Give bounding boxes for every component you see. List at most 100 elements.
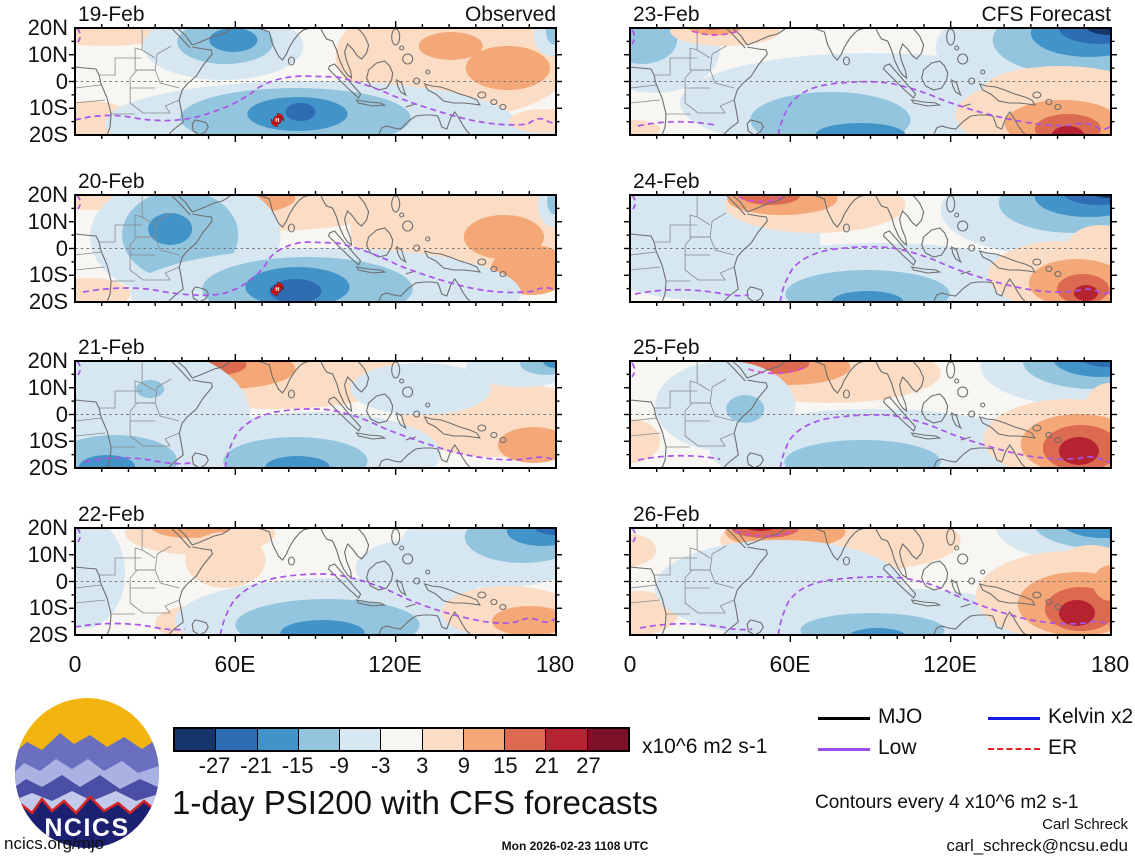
low-contour — [631, 362, 636, 378]
panel-field: H — [75, 195, 556, 302]
country-borders — [630, 28, 735, 115]
low-contour — [224, 408, 556, 468]
colorbar-cell — [380, 729, 422, 750]
low-contour — [75, 75, 556, 126]
colorbar-cell — [586, 729, 628, 750]
figure-title: 1-day PSI200 with CFS forecasts — [172, 784, 659, 821]
site-link[interactable]: ncics.org/mjo — [4, 834, 105, 853]
colorbar-tick-label: 15 — [493, 753, 518, 778]
low-contour — [747, 365, 809, 375]
colorbar-cell — [175, 729, 216, 750]
colorbar-tick-label: -9 — [329, 753, 349, 778]
panel-map-25-Feb — [623, 354, 1118, 475]
colorbar-tick-label: 27 — [576, 753, 601, 778]
panel-border — [628, 27, 1113, 136]
svg-text:H: H — [275, 118, 279, 124]
tropical-cyclone-icon: H — [271, 113, 284, 127]
lon-label-120E: 120E — [368, 651, 422, 677]
country-borders — [630, 361, 735, 448]
panel-field — [75, 361, 556, 468]
low-contour — [777, 80, 1111, 135]
panel-map-26-Feb — [623, 521, 1118, 642]
panel-date-21-Feb: 21-Feb — [78, 336, 145, 359]
lon-label-180: 180 — [1090, 651, 1130, 677]
panel-border — [628, 194, 1113, 303]
low-contour — [779, 414, 1111, 468]
panel-date-20-Feb: 20-Feb — [78, 170, 145, 193]
country-borders — [75, 528, 180, 615]
panel-field: H — [75, 28, 556, 135]
low-contour — [84, 456, 191, 465]
panel-border — [628, 527, 1113, 636]
legend-line-low — [818, 748, 870, 751]
lon-label-120E: 120E — [923, 651, 977, 677]
coastlines — [630, 28, 1062, 135]
lat-label-20S: 20S — [28, 455, 68, 480]
colorbar — [173, 727, 630, 752]
low-contour — [76, 28, 82, 43]
panel-border — [73, 27, 558, 136]
low-contour — [634, 288, 749, 297]
panel-map-22-Feb — [68, 521, 563, 642]
colorbar-tick-label: 21 — [534, 753, 560, 778]
lat-label-20N: 20N — [27, 182, 68, 207]
coastlines — [75, 195, 507, 302]
lat-label-20N: 20N — [27, 348, 68, 373]
country-borders — [75, 195, 180, 282]
colorbar-cell — [545, 729, 587, 750]
colorbar-cell — [256, 729, 298, 750]
country-borders — [75, 28, 180, 115]
colorbar-tick-label: -3 — [370, 753, 391, 778]
panel-field — [630, 528, 1111, 635]
lat-label-20S: 20S — [28, 122, 68, 147]
low-contour — [637, 120, 716, 127]
colorbar-units-label: x10^6 m2 s-1 — [642, 735, 768, 758]
colorbar-cell — [339, 729, 381, 750]
tropical-cyclone-icon: H — [271, 282, 284, 296]
author-credit: Carl Schreck — [1042, 816, 1128, 833]
colorbar-tick-label: -27 — [198, 753, 231, 778]
panel-date-25-Feb: 25-Feb — [633, 336, 700, 359]
lon-label-0: 0 — [623, 651, 637, 677]
panel-corner-label: Observed — [464, 3, 556, 26]
low-contour — [637, 454, 721, 461]
low-contour — [76, 528, 82, 543]
low-contour — [631, 195, 637, 210]
lat-label-10N: 10N — [27, 541, 68, 567]
panel-map-19-Feb: H — [68, 21, 563, 142]
low-contour — [76, 361, 82, 376]
low-contour — [639, 622, 753, 631]
legend-label-low: Low — [878, 736, 917, 759]
lat-label-20N: 20N — [27, 15, 68, 40]
contours-note: Contours every 4 x10^6 m2 s-1 — [815, 792, 1079, 813]
colorbar-cell — [215, 729, 257, 750]
panel-field — [630, 361, 1111, 468]
colorbar-tick-label: -21 — [240, 753, 272, 778]
panel-corner-label: CFS Forecast — [981, 3, 1111, 26]
lat-label-10S: 10S — [28, 95, 68, 121]
lat-label-10S: 10S — [28, 428, 68, 454]
lon-label-0: 0 — [68, 651, 82, 677]
colorbar-cell — [297, 729, 340, 750]
low-contour — [631, 528, 637, 543]
lon-label-60E: 60E — [214, 651, 256, 677]
lat-label-0: 0 — [55, 68, 68, 94]
panel-border — [73, 194, 558, 303]
lat-label-20S: 20S — [28, 622, 68, 647]
lat-label-20S: 20S — [28, 289, 68, 314]
colorbar-cell — [421, 729, 463, 750]
panel-border — [73, 527, 558, 636]
panel-date-19-Feb: 19-Feb — [78, 3, 145, 26]
legend-label-kelvin-x2: Kelvin x2 — [1048, 705, 1134, 728]
ncics-logo: NCICS — [15, 698, 159, 848]
panel-date-24-Feb: 24-Feb — [633, 170, 700, 193]
country-borders — [630, 195, 735, 282]
lat-label-0: 0 — [55, 235, 68, 261]
colorbar-tick-label: 9 — [457, 753, 470, 778]
low-contour — [75, 622, 186, 631]
axis-ticks — [68, 354, 563, 475]
colorbar-cell — [462, 729, 505, 750]
panel-date-23-Feb: 23-Feb — [633, 3, 700, 26]
lat-label-20N: 20N — [27, 515, 68, 540]
